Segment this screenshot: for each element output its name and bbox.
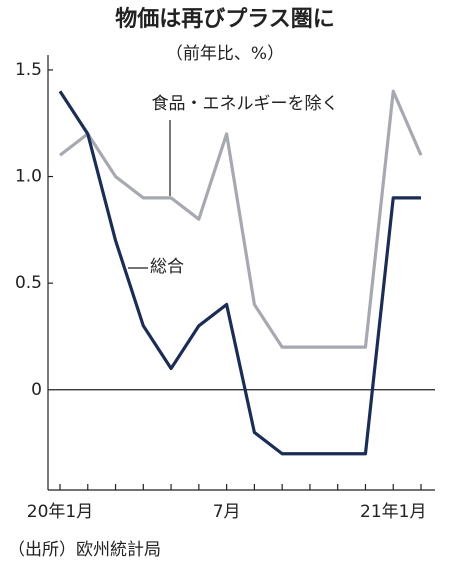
source: （出所）欧州統計局 bbox=[8, 540, 161, 560]
series-label: 総合 bbox=[150, 257, 184, 277]
series-label: 食品・エネルギーを除く bbox=[152, 94, 339, 114]
chart-title: 物価は再びプラス圏に bbox=[115, 6, 335, 32]
series-line bbox=[58, 90, 421, 456]
y-tick-label: 0.5 bbox=[15, 273, 42, 293]
x-tick-label: 7月 bbox=[213, 502, 241, 522]
y-tick-label: 1.0 bbox=[15, 167, 42, 187]
chart-subtitle: （前年比、%） bbox=[166, 44, 284, 64]
x-tick-label: 20年1月 bbox=[27, 502, 93, 522]
series-line bbox=[59, 89, 423, 349]
x-tick-label: 21年1月 bbox=[360, 502, 426, 522]
y-tick-label: 0 bbox=[31, 380, 42, 400]
y-tick-label: 1.5 bbox=[15, 60, 42, 80]
